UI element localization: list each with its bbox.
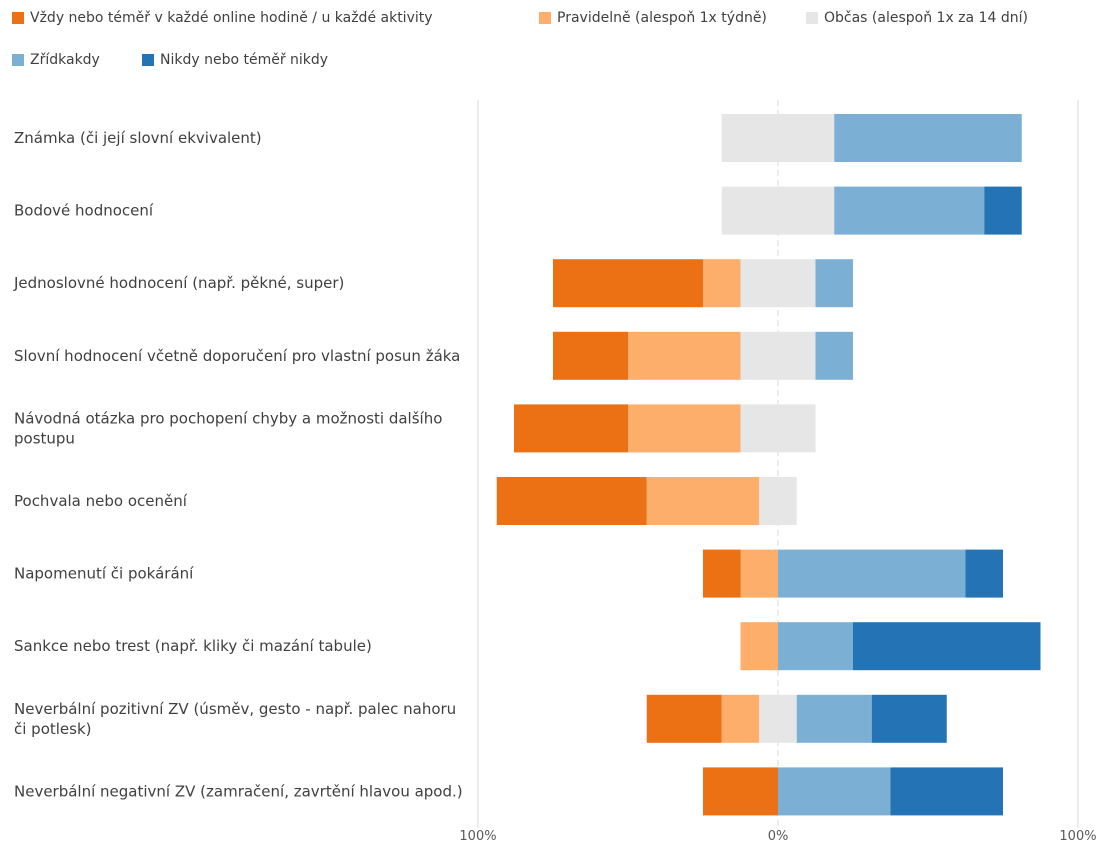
legend-item: Zřídkakdy — [12, 52, 100, 68]
bar-segment — [778, 549, 966, 598]
bar-segment — [778, 767, 891, 816]
bar-segment — [740, 331, 816, 380]
x-tick-label: 100% — [459, 829, 496, 844]
x-tick-label: 100% — [1059, 829, 1096, 844]
bar-segment — [628, 404, 741, 453]
bar-segment — [759, 694, 797, 743]
bar-segment — [703, 767, 778, 816]
category-label: Návodná otázka pro pochopení chyby a mož… — [14, 409, 442, 447]
bar-segment — [721, 186, 835, 235]
legend-swatch — [12, 54, 24, 66]
category-label: Pochvala nebo ocenění — [14, 492, 188, 510]
legend-label: Zřídkakdy — [30, 52, 100, 68]
bar-segment — [853, 622, 1041, 671]
legend-item: Vždy nebo téměř v každé online hodině / … — [12, 10, 433, 26]
legend-swatch — [142, 54, 154, 66]
bar-segment — [871, 694, 947, 743]
bar-segment — [834, 114, 1022, 162]
bar-segment — [646, 477, 760, 525]
bar-segment — [703, 549, 741, 598]
bar-segment — [815, 259, 853, 308]
bar-segment — [514, 404, 628, 453]
category-label: Známka (či její slovní ekvivalent) — [14, 129, 262, 147]
legend-item: Nikdy nebo téměř nikdy — [142, 52, 328, 68]
bar-segment — [740, 404, 816, 453]
bar-segment — [703, 259, 741, 308]
category-label: Bodové hodnocení — [14, 202, 154, 220]
bar-segment — [834, 186, 985, 235]
x-tick-label: 0% — [768, 829, 789, 844]
legend-label: Nikdy nebo téměř nikdy — [160, 52, 329, 68]
legend-label: Vždy nebo téměř v každé online hodině / … — [30, 10, 433, 26]
category-label: Sankce nebo trest (např. kliky či mazání… — [14, 637, 372, 655]
bar-segment — [759, 477, 797, 525]
legend-swatch — [806, 12, 818, 24]
bar-segment — [965, 549, 1003, 598]
category-label: Neverbální negativní ZV (zamračení, zavr… — [14, 782, 463, 800]
legend-label: Pravidelně (alespoň 1x týdně) — [557, 10, 767, 26]
bar-segment — [553, 259, 703, 308]
bar-segment — [496, 477, 647, 525]
legend-label: Občas (alespoň 1x za 14 dní) — [824, 10, 1028, 26]
legend-item: Občas (alespoň 1x za 14 dní) — [806, 10, 1028, 26]
legend-swatch — [539, 12, 551, 24]
bar-segment — [646, 694, 722, 743]
category-label: Neverbální pozitivní ZV (úsměv, gesto - … — [14, 700, 456, 738]
bar-segment — [721, 694, 760, 743]
bar-segment — [890, 767, 1003, 816]
bar-segment — [984, 186, 1022, 235]
legend-swatch — [12, 12, 24, 24]
category-label: Slovní hodnocení včetně doporučení pro v… — [14, 347, 460, 365]
category-label: Napomenutí či pokárání — [14, 565, 194, 583]
category-label: Jednoslovné hodnocení (např. pěkné, supe… — [13, 274, 344, 292]
legend-item: Pravidelně (alespoň 1x týdně) — [539, 10, 767, 26]
bar-segment — [740, 549, 778, 598]
bar-segment — [740, 259, 816, 308]
bar-segment — [628, 331, 741, 380]
bar-segment — [553, 331, 628, 380]
bar-segment — [778, 622, 853, 671]
bar-segment — [721, 114, 835, 162]
bar-segment — [740, 622, 778, 671]
bar-segment — [815, 331, 853, 380]
bar-segment — [796, 694, 872, 743]
